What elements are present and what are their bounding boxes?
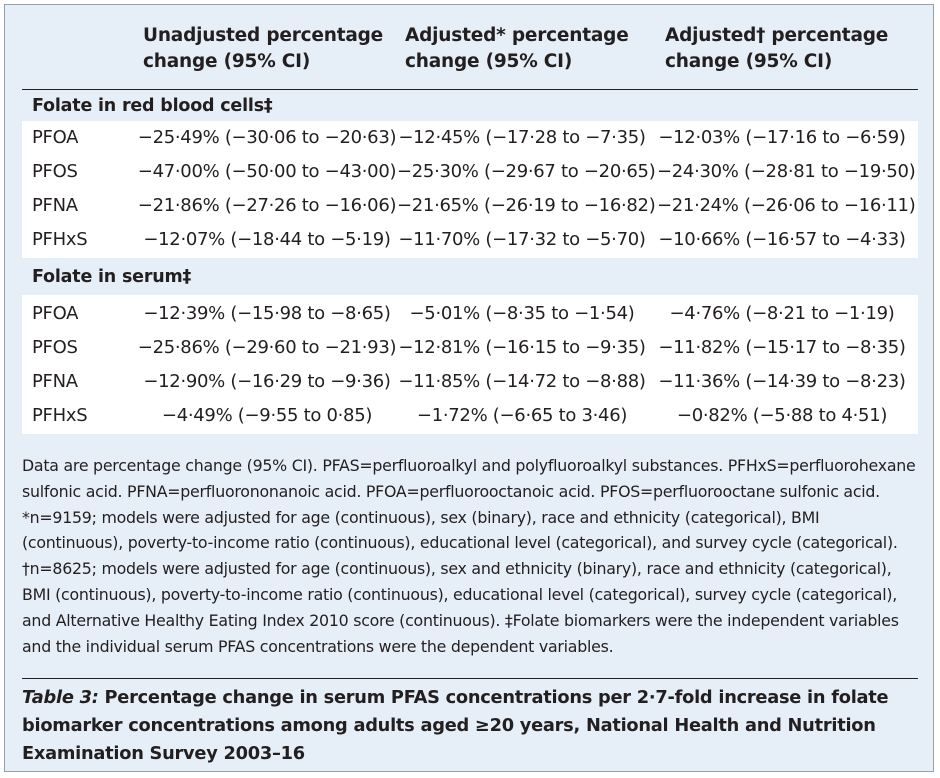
caption-text: Percentage change in serum PFAS concentr…	[22, 687, 889, 764]
table-row: PFOA −12·39% (−15·98 to −8·65) −5·01% (−…	[22, 297, 918, 331]
row-label: PFOS	[32, 161, 78, 182]
cell-adjusted-dagger: −0·82% (−5·88 to 4·51)	[676, 405, 888, 426]
section-band-serum	[22, 295, 918, 434]
table-row: PFHxS −12·07% (−18·44 to −5·19) −11·70% …	[22, 223, 918, 257]
table-row: PFHxS −4·49% (−9·55 to 0·85) −1·72% (−6·…	[22, 399, 918, 433]
cell-adjusted-star: −12·81% (−16·15 to −9·35)	[398, 337, 646, 358]
table-panel: Unadjusted percentage change (95% CI) Ad…	[4, 4, 934, 772]
cell-adjusted-star: −1·72% (−6·65 to 3·46)	[416, 405, 628, 426]
row-label: PFNA	[32, 371, 78, 392]
row-label: PFHxS	[32, 229, 88, 250]
row-label: PFOA	[32, 127, 79, 148]
section-band-rbc	[22, 121, 918, 258]
cell-adjusted-dagger: −4·76% (−8·21 to −1·19)	[669, 303, 895, 324]
header-adjusted-star: Adjusted* percentage change (95% CI)	[405, 25, 629, 72]
section-title-rbc: Folate in red blood cells‡	[32, 96, 273, 116]
table-row: PFNA −21·86% (−27·26 to −16·06) −21·65% …	[22, 189, 918, 223]
cell-adjusted-star: −5·01% (−8·35 to −1·54)	[409, 303, 635, 324]
header-rule	[22, 89, 918, 90]
header-adjusted-dagger: Adjusted† percentage change (95% CI)	[665, 25, 889, 72]
caption-rule	[22, 678, 918, 679]
cell-adjusted-dagger: −10·66% (−16·57 to −4·33)	[658, 229, 906, 250]
cell-unadjusted: −21·86% (−27·26 to −16·06)	[137, 195, 397, 216]
cell-adjusted-star: −11·70% (−17·32 to −5·70)	[398, 229, 646, 250]
cell-unadjusted: −25·86% (−29·60 to −21·93)	[137, 337, 397, 358]
cell-adjusted-dagger: −11·36% (−14·39 to −8·23)	[658, 371, 906, 392]
cell-unadjusted: −12·90% (−16·29 to −9·36)	[143, 371, 391, 392]
caption-label: Table 3:	[22, 687, 99, 708]
table-caption: Table 3: Percentage change in serum PFAS…	[22, 684, 922, 768]
cell-adjusted-dagger: −21·24% (−26·06 to −16·11)	[657, 195, 916, 216]
cell-unadjusted: −4·49% (−9·55 to 0·85)	[161, 405, 373, 426]
row-label: PFOA	[32, 303, 79, 324]
cell-unadjusted: −25·49% (−30·06 to −20·63)	[137, 127, 397, 148]
cell-adjusted-star: −25·30% (−29·67 to −20·65)	[397, 161, 656, 182]
row-label: PFOS	[32, 337, 78, 358]
cell-adjusted-star: −12·45% (−17·28 to −7·35)	[398, 127, 646, 148]
cell-adjusted-dagger: −11·82% (−15·17 to −8·35)	[658, 337, 906, 358]
table-footnotes: Data are percentage change (95% CI). PFA…	[22, 456, 916, 656]
cell-unadjusted: −12·07% (−18·44 to −5·19)	[143, 229, 391, 250]
row-label: PFNA	[32, 195, 78, 216]
cell-unadjusted: −12·39% (−15·98 to −8·65)	[143, 303, 391, 324]
section-title-serum: Folate in serum‡	[32, 267, 192, 287]
table-row: PFNA −12·90% (−16·29 to −9·36) −11·85% (…	[22, 365, 918, 399]
table-row: PFOS −25·86% (−29·60 to −21·93) −12·81% …	[22, 331, 918, 365]
cell-unadjusted: −47·00% (−50·00 to −43·00)	[137, 161, 397, 182]
table-header-row: Unadjusted percentage change (95% CI) Ad…	[22, 23, 918, 85]
table-row: PFOS −47·00% (−50·00 to −43·00) −25·30% …	[22, 155, 918, 189]
cell-adjusted-star: −21·65% (−26·19 to −16·82)	[397, 195, 656, 216]
cell-adjusted-dagger: −24·30% (−28·81 to −19·50)	[657, 161, 916, 182]
header-unadjusted: Unadjusted percentage change (95% CI)	[143, 25, 384, 72]
row-label: PFHxS	[32, 405, 88, 426]
table-row: PFOA −25·49% (−30·06 to −20·63) −12·45% …	[22, 121, 918, 155]
cell-adjusted-dagger: −12·03% (−17·16 to −6·59)	[658, 127, 906, 148]
cell-adjusted-star: −11·85% (−14·72 to −8·88)	[398, 371, 646, 392]
